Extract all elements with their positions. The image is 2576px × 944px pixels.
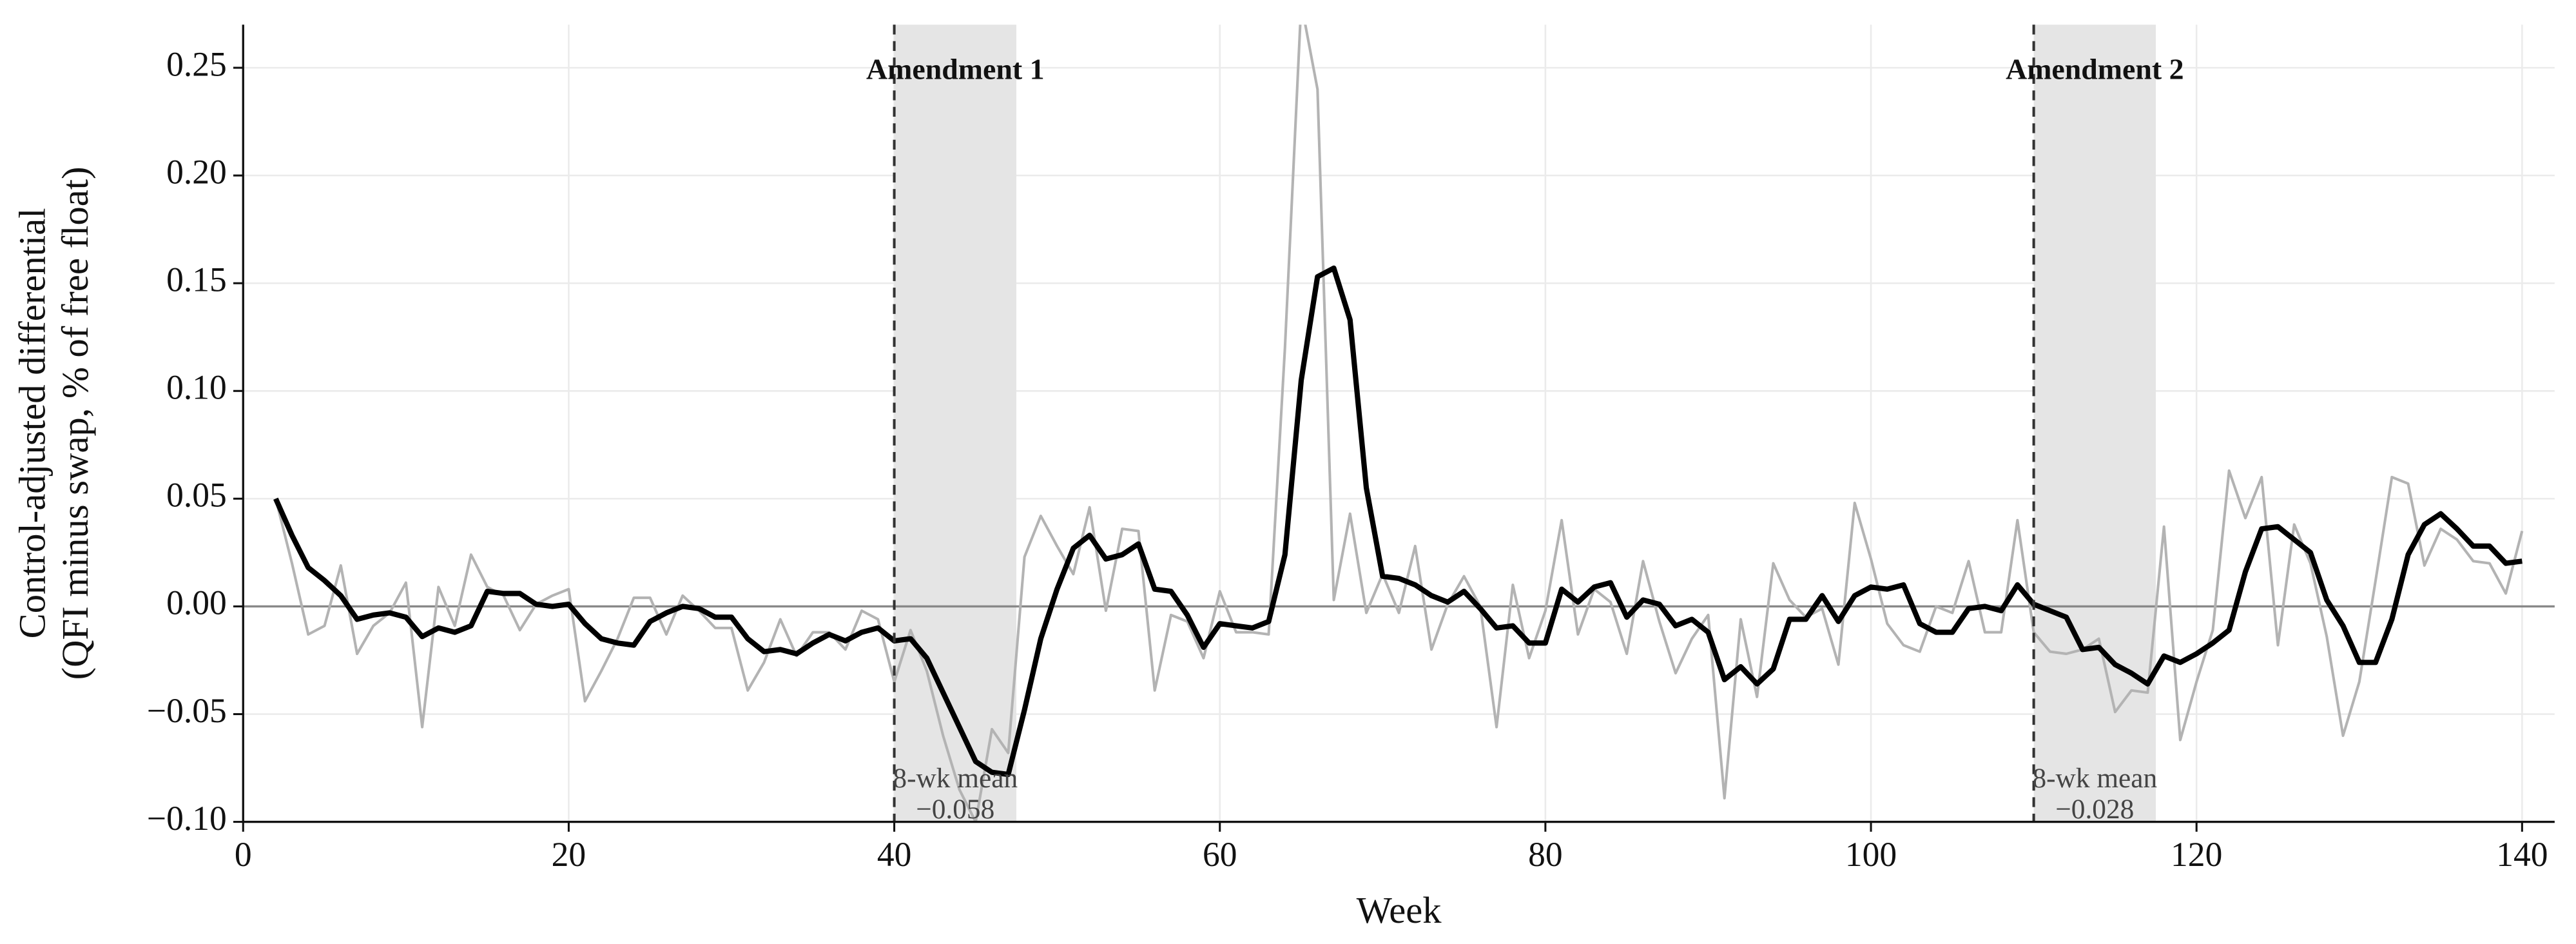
y-axis-label: Control-adjusted differential (12, 208, 53, 638)
event-window (894, 25, 1017, 822)
x-tick-label: 40 (877, 835, 912, 874)
x-tick-label: 20 (552, 835, 586, 874)
x-tick-label: 100 (1845, 835, 1897, 874)
x-tick-label: 60 (1203, 835, 1237, 874)
y-tick-label: −0.10 (147, 799, 227, 838)
y-tick-label: 0.05 (166, 476, 227, 515)
x-axis-label: Week (1357, 889, 1442, 931)
event-window (2033, 25, 2156, 822)
x-tick-label: 0 (235, 835, 252, 874)
event-label: Amendment 2 (2006, 53, 2184, 86)
y-tick-label: 0.15 (166, 261, 227, 299)
mean-value: −0.058 (916, 794, 994, 825)
y-tick-label: −0.05 (147, 691, 227, 730)
series-line (273, 265, 2523, 778)
mean-value: −0.028 (2055, 794, 2134, 825)
event-label: Amendment 1 (866, 53, 1045, 86)
x-tick-label: 120 (2171, 835, 2222, 874)
x-tick-label: 80 (1528, 835, 1563, 874)
y-tick-label: 0.25 (166, 44, 227, 83)
y-tick-label: 0.20 (166, 152, 227, 191)
y-tick-label: 0.00 (166, 584, 227, 622)
x-tick-label: 140 (2496, 835, 2548, 874)
series-line (274, 25, 2524, 822)
mean-text: 8-wk mean (893, 763, 1018, 794)
mean-text: 8-wk mean (2032, 763, 2157, 794)
y-tick-label: 0.10 (166, 368, 227, 407)
y-axis-label: (QFI minus swap, % of free float) (54, 166, 96, 680)
